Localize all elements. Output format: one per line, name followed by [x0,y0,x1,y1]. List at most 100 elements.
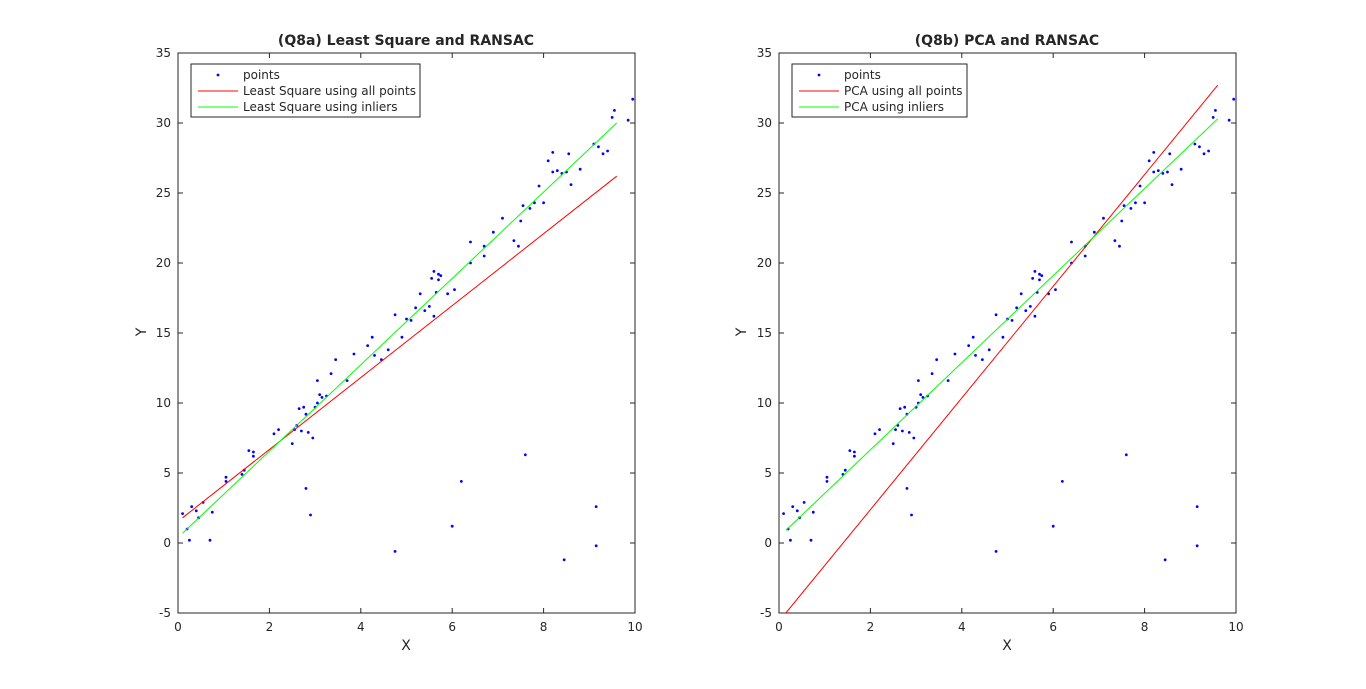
data-point [594,544,598,548]
data-point [546,159,550,163]
data-point [597,145,600,149]
data-point [302,405,306,409]
data-point [1168,152,1172,156]
y-tick-label: -5 [760,606,772,620]
x-tick-label: 2 [266,620,274,634]
data-point [631,97,635,101]
data-point [987,348,991,352]
data-point [1134,201,1137,205]
data-point [971,335,975,339]
legend-label: PCA using all points [844,84,963,98]
data-point [528,207,532,210]
legend: points Least Square using all points Least… [190,63,421,118]
data-point [974,354,977,357]
data-point [912,436,916,440]
data-point [439,274,443,277]
legend: points PCA using all points PCA using inli… [791,63,968,118]
legend-marker-points [817,73,821,77]
data-point [894,428,897,431]
plot-area [782,84,1236,613]
axes-box [778,52,1237,614]
y-tick-label: 15 [757,326,772,340]
y-tick-label: 35 [156,46,171,60]
data-point [373,354,376,357]
data-point [1232,97,1236,101]
data-point [791,505,795,508]
data-point [521,204,525,208]
data-point [1193,142,1197,146]
data-point [1195,544,1199,548]
data-point [601,152,605,156]
data-point [224,475,228,479]
data-point [626,118,630,122]
data-point [1170,183,1174,187]
y-tick-label: 30 [156,116,171,130]
data-point [1120,219,1124,223]
data-point [194,509,198,513]
data-point [1166,170,1169,174]
data-point [843,468,847,472]
legend-label: Least Square using all points [243,84,416,98]
data-point [967,344,971,347]
data-point [789,538,792,542]
data-point [1038,272,1041,276]
data-point [1156,169,1160,173]
x-tick-label: 6 [448,620,456,634]
data-point [315,379,319,382]
data-point [304,412,308,416]
data-point [446,292,450,296]
data-point [1113,239,1117,243]
data-point [430,277,434,280]
data-point [1138,184,1142,188]
data-point [551,170,555,174]
data-point [1054,288,1057,291]
right-panel-ylabel: Y [734,327,750,337]
data-point [1122,204,1126,208]
data-point [1051,524,1055,528]
data-point [900,429,904,433]
data-point [1147,159,1151,163]
fit-line-all-points [785,84,1219,613]
data-point [409,319,413,322]
data-point [907,431,911,434]
data-point [980,358,984,361]
data-point [1143,201,1146,205]
data-point [853,450,856,454]
data-point [252,450,255,454]
data-point [386,348,390,352]
data-point [1118,244,1121,248]
data-point [459,480,463,483]
y-tick-label: 5 [764,466,772,480]
data-point [873,432,877,436]
y-tick-label: 35 [757,46,772,60]
data-point [898,407,902,410]
data-point [905,487,909,490]
plot-area [181,97,635,562]
fit-line-inliers [182,122,618,534]
data-point [334,358,338,361]
x-tick-label: 10 [1228,620,1243,634]
data-point [569,183,573,187]
data-point [190,505,194,508]
y-tick-label: 25 [156,186,171,200]
data-point [1033,314,1037,318]
data-point [1152,170,1156,174]
data-point [188,538,191,542]
data-point [523,453,527,457]
data-point [1019,292,1023,296]
data-point [1015,306,1019,310]
y-tick-label: -5 [159,606,171,620]
fit-line-inliers [785,118,1219,531]
data-point [921,396,925,399]
data-point [1092,230,1096,234]
y-tick-label: 10 [757,396,772,410]
data-point [393,313,397,317]
data-point [1038,278,1041,282]
data-point [405,317,408,321]
data-point [795,509,799,513]
data-point [953,352,957,356]
data-point [393,550,397,553]
data-point [533,201,536,205]
data-point [272,432,276,436]
data-point [1195,505,1199,508]
